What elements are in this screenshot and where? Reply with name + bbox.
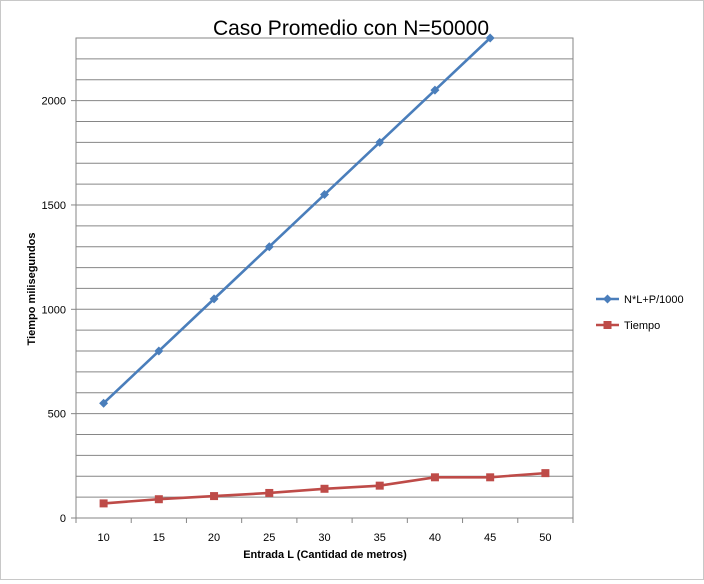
data-point [209, 294, 219, 304]
legend-swatch-marker [603, 294, 612, 304]
data-point [265, 488, 274, 497]
data-point [210, 492, 219, 501]
y-axis-title: Tiempo milisegundos [26, 233, 38, 346]
x-tick-label: 15 [153, 532, 165, 544]
data-point [154, 495, 163, 504]
y-axis-ticks: 0 500 1000 1500 2000 [42, 96, 76, 525]
x-tick-label: 20 [208, 532, 220, 544]
chart-title: Caso Promedio con N=50000 [213, 17, 489, 40]
series-line [102, 37, 492, 405]
data-point [154, 346, 164, 356]
y-tick-label: 0 [60, 513, 66, 525]
data-point [99, 499, 108, 508]
data-point [320, 484, 329, 493]
x-axis-title: Entrada L (Cantidad de metros) [243, 549, 407, 561]
gridlines [76, 37, 573, 498]
series-layer [99, 33, 550, 508]
series-0 [99, 33, 495, 408]
x-tick-label: 25 [263, 532, 275, 544]
legend-item: Tiempo [596, 320, 660, 332]
x-tick-label: 40 [429, 532, 441, 544]
y-tick-label: 1500 [42, 200, 66, 212]
data-point [375, 481, 384, 490]
legend-label: Tiempo [624, 320, 660, 332]
data-point [486, 473, 495, 482]
legend-item: N*L+P/1000 [596, 294, 684, 306]
plot-area-border [75, 37, 574, 519]
data-point [541, 469, 550, 478]
legend-swatch-marker [603, 321, 612, 329]
y-tick-label: 1000 [42, 304, 66, 316]
data-point [264, 242, 274, 252]
data-point [430, 473, 439, 482]
data-point [320, 190, 329, 200]
x-tick-label: 10 [97, 532, 109, 544]
data-point [485, 33, 495, 43]
legend-label: N*L+P/1000 [624, 294, 684, 306]
x-tick-label: 45 [484, 532, 496, 544]
data-point [375, 137, 385, 147]
x-tick-label: 30 [318, 532, 330, 544]
y-tick-label: 500 [48, 409, 66, 421]
data-point [430, 85, 440, 95]
x-axis-ticks: 10 15 20 25 30 35 40 45 50 [75, 518, 574, 544]
y-tick-label: 2000 [42, 96, 66, 108]
x-tick-label: 50 [539, 532, 551, 544]
x-tick-label: 35 [374, 532, 386, 544]
legend: N*L+P/1000 Tiempo [596, 294, 684, 332]
series-1 [99, 469, 550, 508]
data-point [99, 398, 109, 408]
